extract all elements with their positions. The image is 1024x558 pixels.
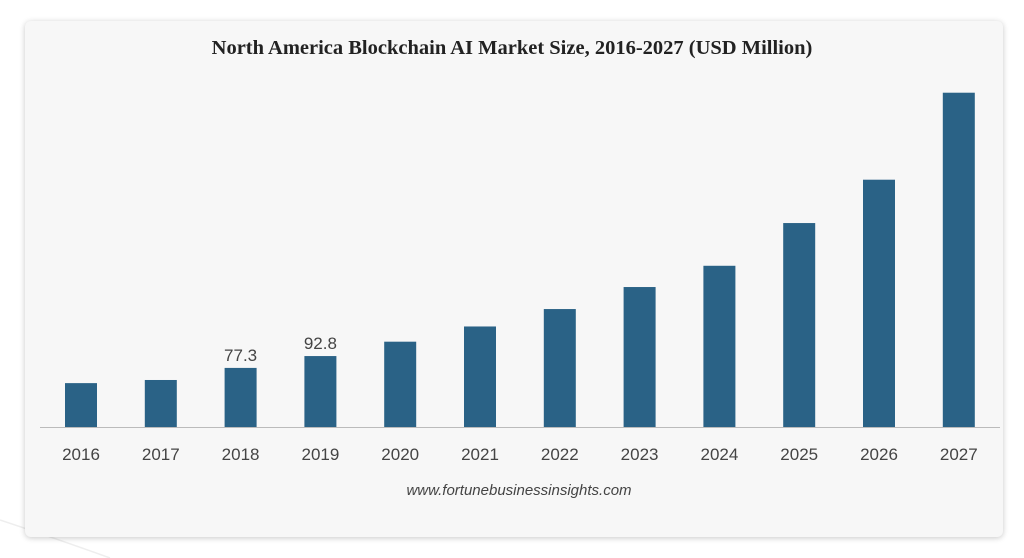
x-tick-label-2018: 2018 xyxy=(222,445,260,464)
bar-2019[interactable] xyxy=(304,356,337,427)
bar-2021[interactable] xyxy=(464,326,496,427)
data-label-2018: 77.3 xyxy=(224,346,257,365)
x-tick-label-2025: 2025 xyxy=(780,445,818,464)
bar-2023[interactable] xyxy=(623,287,656,427)
data-label-2019: 92.8 xyxy=(304,334,337,353)
x-tick-label-2021: 2021 xyxy=(461,445,499,464)
x-tick-label-2022: 2022 xyxy=(541,445,579,464)
bar-2016[interactable] xyxy=(65,383,97,427)
x-tick-label-2027: 2027 xyxy=(940,445,978,464)
chart-title: North America Blockchain AI Market Size,… xyxy=(211,37,813,59)
bar-2020[interactable] xyxy=(384,341,417,427)
x-tick-label-2023: 2023 xyxy=(621,445,659,464)
x-tick-label-2026: 2026 xyxy=(860,445,898,464)
x-tick-label-2020: 2020 xyxy=(381,445,419,464)
bar-2026[interactable] xyxy=(863,179,895,427)
source-link[interactable]: www.fortunebusinessinsights.com xyxy=(406,482,632,499)
x-tick-label-2017: 2017 xyxy=(142,445,180,464)
x-tick-label-2016: 2016 xyxy=(62,445,100,464)
bar-2017[interactable] xyxy=(144,379,177,427)
bar-2027[interactable] xyxy=(942,92,975,428)
x-tick-label-2024: 2024 xyxy=(700,445,738,464)
chart-card xyxy=(25,21,1003,537)
bar-2025[interactable] xyxy=(783,223,816,427)
bar-2024[interactable] xyxy=(703,265,736,427)
bar-2018[interactable] xyxy=(224,367,257,427)
bar-2022[interactable] xyxy=(543,309,576,427)
x-tick-label-2019: 2019 xyxy=(301,445,339,464)
